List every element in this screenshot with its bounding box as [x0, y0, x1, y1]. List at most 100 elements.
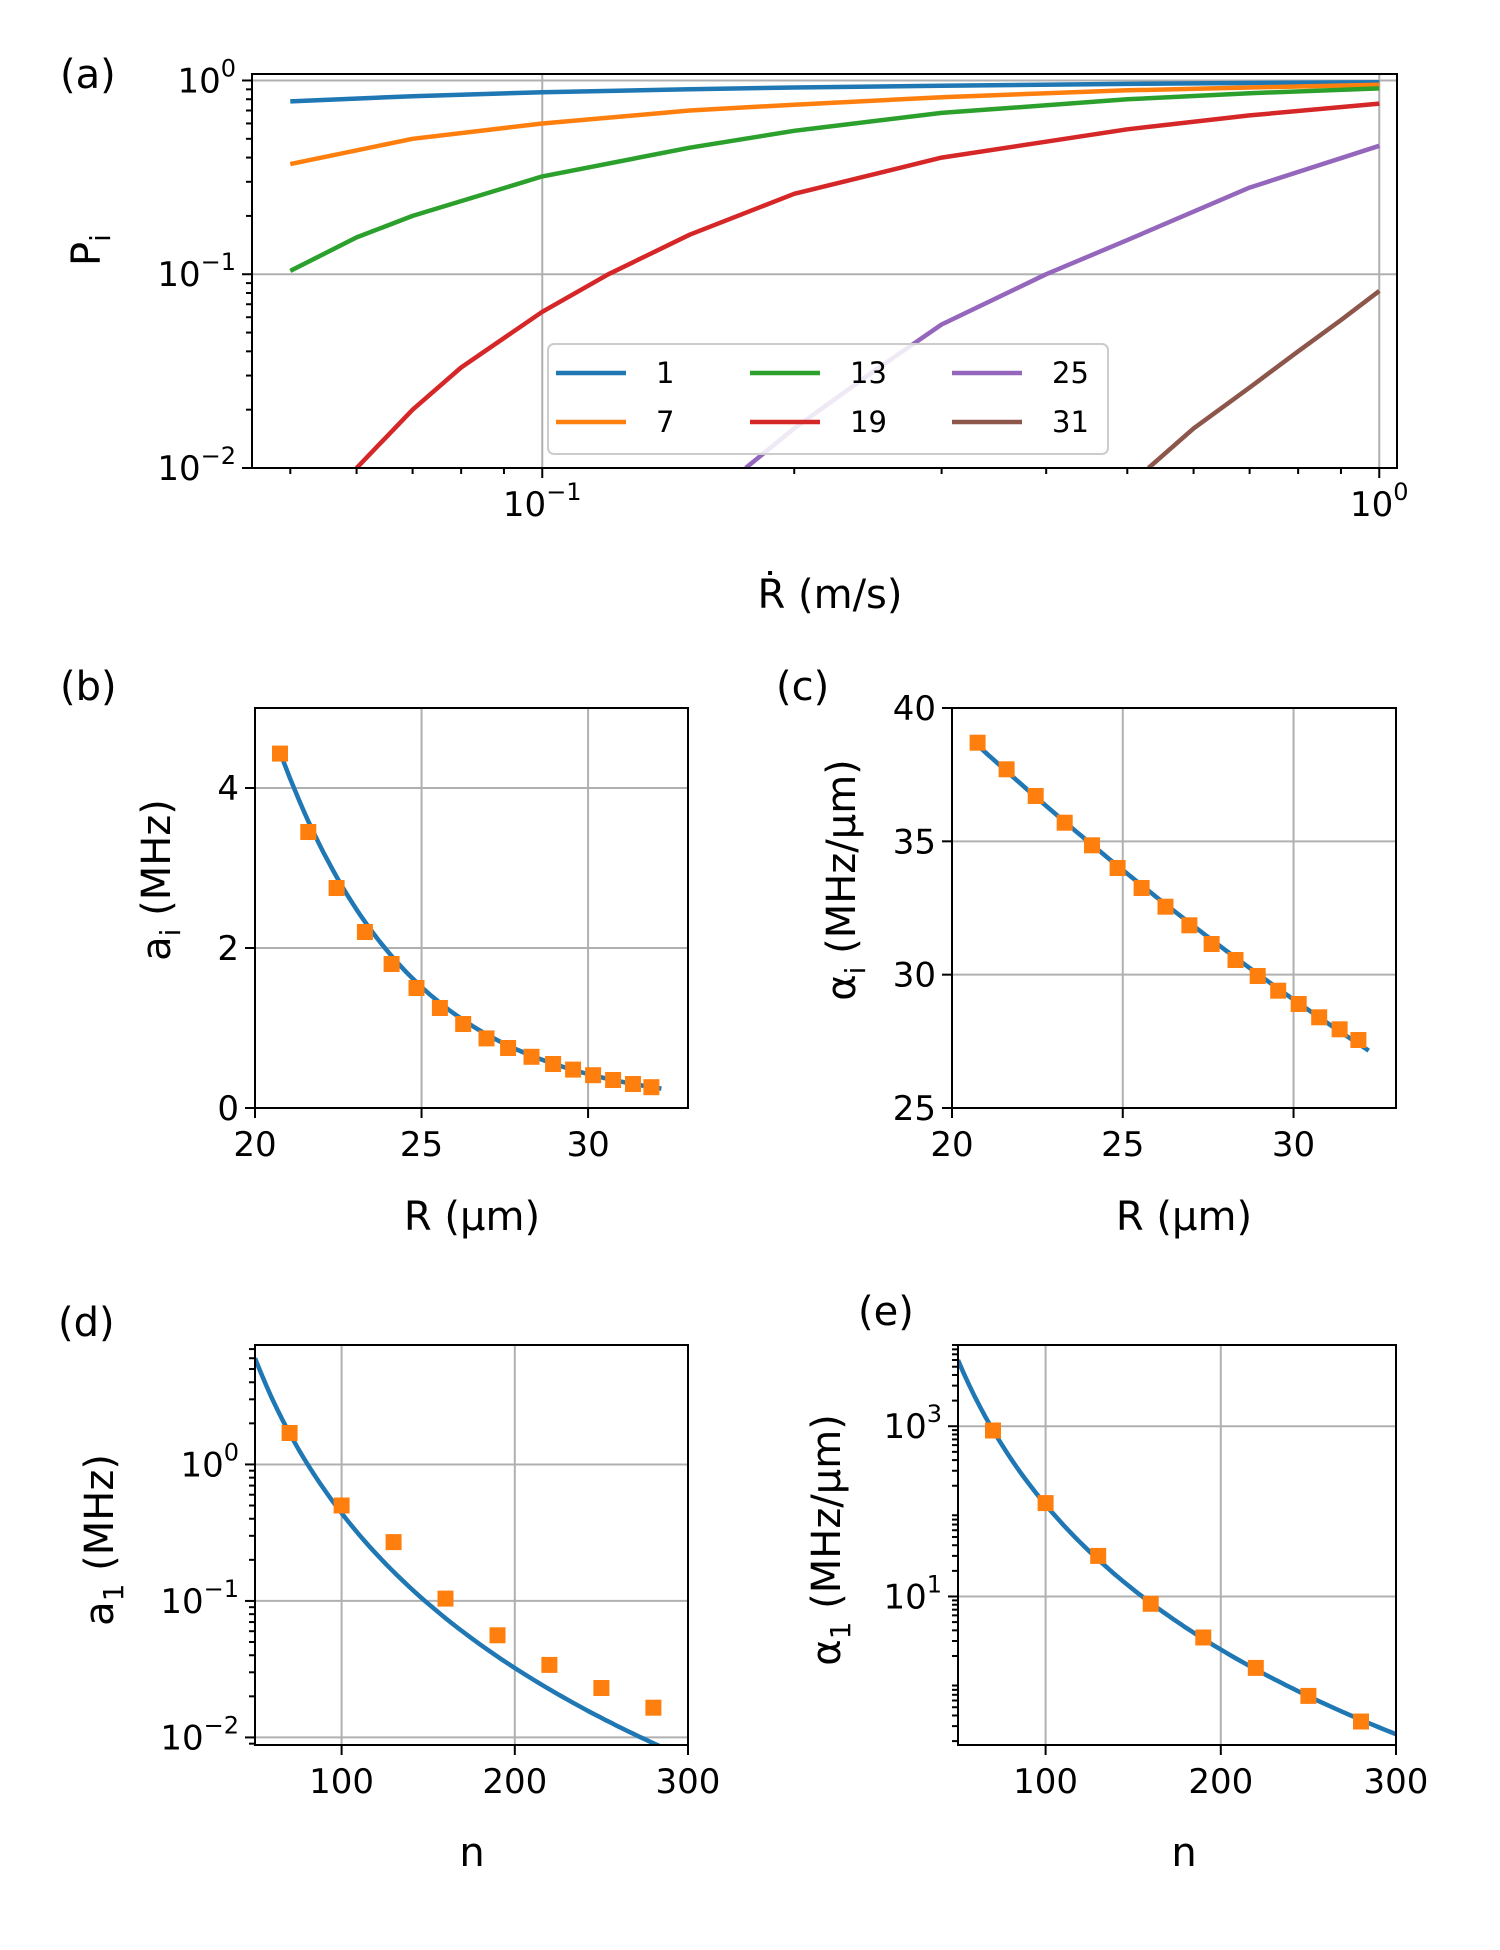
panel-d-tag: (d) — [58, 1300, 115, 1346]
fit-line-e — [958, 1359, 1396, 1737]
legend-label-25: 25 — [1052, 356, 1089, 390]
data-point-b-12 — [565, 1061, 582, 1078]
x-tick-label-e-1: 200 — [1188, 1762, 1253, 1802]
y-tick-label-c-0: 25 — [893, 1089, 936, 1129]
data-point-b-14 — [605, 1072, 622, 1088]
panel-c-tag: (c) — [776, 664, 829, 710]
data-point-c-0 — [969, 734, 986, 751]
data-point-b-4 — [383, 956, 400, 972]
data-point-b-10 — [523, 1048, 540, 1065]
legend-label-7: 7 — [656, 405, 674, 439]
data-point-e-2 — [1090, 1547, 1107, 1564]
data-point-d-1 — [333, 1497, 350, 1514]
x-tick-label-b-2: 30 — [566, 1125, 609, 1165]
data-point-b-11 — [545, 1056, 562, 1072]
axes-frame-d — [254, 1344, 689, 1746]
data-point-b-3 — [356, 924, 373, 940]
series-line-7 — [289, 82, 1380, 167]
series-line-19 — [354, 101, 1380, 468]
y-tick-label-d-2: 100 — [180, 1438, 239, 1485]
legend-label-13: 13 — [850, 356, 887, 390]
legend-box — [547, 343, 1109, 455]
data-point-c-10 — [1227, 952, 1244, 968]
data-point-b-8 — [478, 1030, 495, 1047]
data-point-e-6 — [1300, 1687, 1317, 1704]
data-point-c-7 — [1157, 898, 1174, 915]
data-point-c-4 — [1084, 837, 1100, 854]
data-point-c-2 — [1027, 788, 1044, 804]
data-point-d-2 — [385, 1534, 402, 1551]
data-point-b-7 — [455, 1016, 472, 1032]
x-tick-label-e-2: 300 — [1364, 1762, 1429, 1802]
x-tick-label-c-0: 20 — [930, 1125, 973, 1165]
data-point-c-1 — [998, 761, 1015, 778]
x-tick-label-b-1: 25 — [400, 1125, 443, 1165]
x-axis-label-d: n — [459, 1830, 484, 1876]
data-point-e-4 — [1195, 1629, 1212, 1646]
y-tick-label-a-0: 10−2 — [157, 442, 236, 489]
data-point-c-12 — [1270, 982, 1287, 999]
data-point-b-2 — [328, 880, 345, 896]
x-tick-label-d-0: 100 — [309, 1762, 374, 1802]
y-axis-label-c: αi (MHz/μm) — [819, 759, 872, 1001]
panel-b-tag: (b) — [60, 664, 117, 710]
x-tick-label-d-2: 300 — [656, 1762, 721, 1802]
data-point-d-0 — [281, 1425, 298, 1441]
y-axis-label-a: Pi — [64, 234, 117, 266]
legend-label-31: 31 — [1052, 405, 1089, 439]
data-point-c-14 — [1311, 1009, 1328, 1026]
y-tick-label-b-2: 4 — [217, 769, 239, 809]
data-point-d-3 — [437, 1590, 454, 1607]
data-point-d-5 — [541, 1656, 558, 1673]
panel-e: (e) 100 200 300 101 103 n α1 (MHz/μm) — [804, 1289, 1428, 1876]
data-point-b-5 — [408, 980, 425, 996]
legend-label-19: 19 — [850, 405, 887, 439]
y-tick-label-a-1: 10−1 — [157, 248, 236, 295]
legend-label-1: 1 — [656, 356, 674, 390]
x-tick-label-c-1: 25 — [1101, 1125, 1144, 1165]
y-tick-label-d-0: 10−2 — [160, 1711, 239, 1758]
data-point-c-3 — [1056, 814, 1073, 831]
data-point-c-16 — [1350, 1032, 1367, 1048]
data-point-b-9 — [500, 1040, 517, 1056]
x-axis-label-a: Ṙ (m/s) — [758, 570, 903, 618]
x-tick-label-e-0: 100 — [1013, 1762, 1078, 1802]
axes-frame-b — [254, 707, 689, 1109]
y-tick-label-c-3: 40 — [893, 689, 936, 729]
fit-line-d — [255, 1357, 663, 1745]
data-point-c-9 — [1203, 936, 1220, 952]
data-point-e-7 — [1353, 1713, 1369, 1730]
panel-b: (b) 20 25 30 0 2 4 R (μm) ai (MHz) — [60, 664, 689, 1240]
panel-e-tag: (e) — [858, 1289, 914, 1335]
y-tick-label-e-0: 101 — [883, 1570, 942, 1617]
x-tick-label-b-0: 20 — [233, 1125, 276, 1165]
series-line-31 — [1147, 289, 1381, 468]
data-point-b-13 — [585, 1067, 602, 1084]
data-point-c-5 — [1109, 860, 1126, 876]
y-tick-label-e-1: 103 — [883, 1400, 942, 1447]
data-point-e-0 — [985, 1422, 1001, 1439]
data-point-d-4 — [489, 1627, 506, 1644]
x-tick-label-a-1: 100 — [1350, 478, 1409, 525]
x-axis-label-c: R (μm) — [1116, 1194, 1252, 1240]
y-tick-label-d-1: 10−1 — [160, 1575, 239, 1622]
series-line-1 — [290, 79, 1380, 104]
data-point-b-16 — [643, 1079, 660, 1096]
y-axis-label-e: α1 (MHz/μm) — [804, 1414, 857, 1666]
data-point-e-5 — [1247, 1659, 1264, 1676]
data-point-b-0 — [272, 745, 288, 762]
data-point-c-13 — [1290, 996, 1307, 1012]
data-point-d-6 — [593, 1680, 610, 1696]
y-tick-label-a-2: 100 — [177, 54, 236, 101]
series-line-13 — [289, 86, 1380, 273]
data-point-c-6 — [1133, 880, 1150, 896]
x-axis-label-e: n — [1171, 1830, 1196, 1876]
y-tick-label-b-1: 2 — [217, 929, 239, 969]
fit-line-b — [277, 751, 662, 1091]
data-point-e-1 — [1037, 1495, 1054, 1512]
y-axis-label-b: ai (MHz) — [134, 799, 187, 961]
data-point-c-15 — [1331, 1021, 1348, 1038]
y-tick-label-c-1: 30 — [893, 956, 936, 996]
data-point-c-11 — [1249, 968, 1266, 984]
